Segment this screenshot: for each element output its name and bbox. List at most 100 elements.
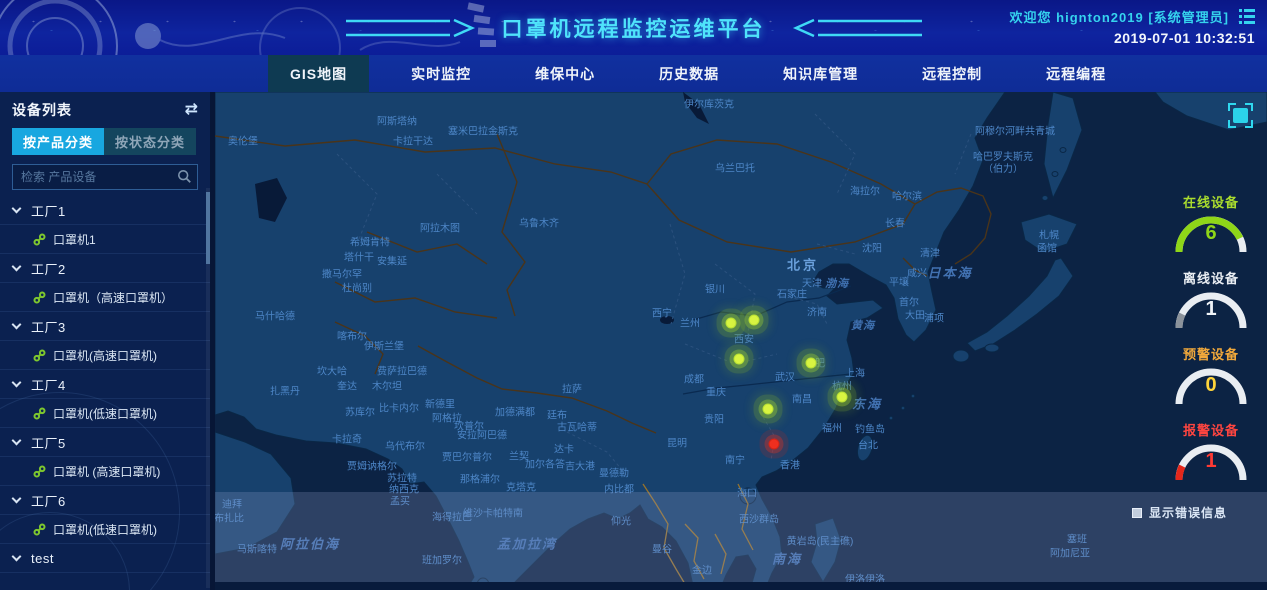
device-link-icon <box>33 523 46 536</box>
gauge-value: 6 <box>1205 222 1217 244</box>
device-marker-online[interactable] <box>806 358 816 368</box>
gauge-panel: 在线设备 6 离线设备 1 预警设备 0 报警设备 1 <box>1169 192 1253 496</box>
sidebar-tabs: 按产品分类 按状态分类 <box>12 128 196 155</box>
gauge-value: 0 <box>1205 374 1217 396</box>
nav-tab-知识库管理[interactable]: 知识库管理 <box>783 65 859 82</box>
fullscreen-button[interactable] <box>1227 102 1254 134</box>
tree-factory-工厂2[interactable]: 工厂2 <box>0 254 210 283</box>
sidebar-map-divider <box>210 92 215 590</box>
device-label: 口罩机(高速口罩机) <box>53 348 157 363</box>
title-wing-right-icon <box>792 18 922 37</box>
nav-tabs: GIS地图 实时监控 维保中心 历史数据 知识库管理 远程控制 远程编程 <box>0 55 1267 92</box>
gauge-离线设备: 离线设备 1 <box>1169 268 1253 330</box>
tree-factory-工厂6[interactable]: 工厂6 <box>0 486 210 515</box>
device-label: 口罩机(低速口罩机) <box>53 522 157 537</box>
search-input[interactable] <box>12 164 198 190</box>
gauge-label: 报警设备 <box>1182 423 1239 438</box>
tree-device-口罩机（高速口罩机）[interactable]: 口罩机（高速口罩机） <box>0 283 210 312</box>
device-link-icon <box>33 349 46 362</box>
tree-factory-工厂4[interactable]: 工厂4 <box>0 370 210 399</box>
error-info-checkbox[interactable] <box>1131 507 1142 518</box>
show-error-info-toggle[interactable]: 显示错误信息 <box>1131 504 1227 521</box>
device-marker-online[interactable] <box>837 392 847 402</box>
device-label: 口罩机（高速口罩机） <box>53 290 174 305</box>
device-link-icon <box>33 465 46 478</box>
device-link-icon <box>33 291 46 304</box>
header: 口罩机远程监控运维平台 欢迎您 hignton2019 [系统管理员] 2019… <box>0 0 1267 55</box>
factory-label: 工厂5 <box>31 435 66 451</box>
sidebar-scrollbar-thumb[interactable] <box>206 192 210 264</box>
tree-factory-test[interactable]: test <box>0 544 210 573</box>
chevron-down-icon[interactable] <box>11 203 22 214</box>
sidebar-tab-按产品分类[interactable]: 按产品分类 <box>12 128 104 155</box>
gauge-预警设备: 预警设备 0 <box>1169 344 1253 406</box>
tree-device-口罩机(低速口罩机)[interactable]: 口罩机(低速口罩机) <box>0 399 210 428</box>
nav-tab-维保中心[interactable]: 维保中心 <box>535 65 596 82</box>
header-user-area: 欢迎您 hignton2019 [系统管理员] 2019-07-01 10:32… <box>1010 7 1255 46</box>
gauge-label: 在线设备 <box>1182 195 1239 210</box>
device-link-icon <box>33 407 46 420</box>
device-label: 口罩机 (高速口罩机) <box>53 464 161 479</box>
gauge-arc <box>1175 216 1247 253</box>
tree-device-口罩机1[interactable]: 口罩机1 <box>0 225 210 254</box>
tree-device-口罩机 (高速口罩机)[interactable]: 口罩机 (高速口罩机) <box>0 457 210 486</box>
map-bottom-particles <box>215 582 1267 590</box>
error-info-label: 显示错误信息 <box>1148 506 1227 520</box>
page-title: 口罩机远程监控运维平台 <box>501 17 766 41</box>
factory-label: 工厂6 <box>31 493 66 509</box>
factory-label: 工厂1 <box>31 203 66 219</box>
tree-factory-工厂5[interactable]: 工厂5 <box>0 428 210 457</box>
gis-map[interactable]: 北京 日本海 渤海 黄海 东海 南海 阿拉伯海 孟加拉湾 奥伦堡 阿斯塔纳 卡拉干达 塞米巴拉金斯克伊… <box>215 92 1267 590</box>
gauge-arc <box>1175 292 1247 329</box>
device-tree: 工厂1 口罩机1 工厂2 口罩机（高速口罩机） 工厂3 口罩机(高速口罩机) 工厂4 口罩机(… <box>0 196 210 573</box>
gauge-value: 1 <box>1205 450 1217 472</box>
factory-label: 工厂2 <box>31 261 66 277</box>
nav-tab-历史数据[interactable]: 历史数据 <box>659 65 720 82</box>
title-bar: 口罩机远程监控运维平台 <box>345 0 922 55</box>
device-label: 口罩机(低速口罩机) <box>53 406 157 421</box>
chevron-down-icon[interactable] <box>11 377 22 388</box>
tree-device-口罩机(低速口罩机)[interactable]: 口罩机(低速口罩机) <box>0 515 210 544</box>
gauge-arc <box>1175 368 1247 405</box>
gauge-在线设备: 在线设备 6 <box>1169 192 1253 254</box>
datetime: 2019-07-01 10:32:51 <box>1113 30 1255 46</box>
tree-factory-工厂1[interactable]: 工厂1 <box>0 196 210 225</box>
chevron-down-icon[interactable] <box>11 551 22 562</box>
gauge-label: 离线设备 <box>1182 271 1239 286</box>
welcome-text: 欢迎您 hignton2019 [系统管理员] <box>1009 10 1229 25</box>
device-marker-online[interactable] <box>763 404 773 414</box>
device-marker-alarm[interactable] <box>769 439 779 449</box>
factory-label: 工厂3 <box>31 319 66 335</box>
factory-label: test <box>31 550 54 566</box>
nav-tab-远程控制[interactable]: 远程控制 <box>922 65 983 82</box>
search-icon[interactable] <box>177 169 192 184</box>
device-link-icon <box>33 233 46 246</box>
title-wing-left-icon <box>345 18 475 37</box>
gauge-label: 预警设备 <box>1182 347 1239 362</box>
factory-label: 工厂4 <box>31 377 66 393</box>
nav-tab-实时监控[interactable]: 实时监控 <box>411 65 472 82</box>
map-geography <box>215 92 1267 590</box>
collapse-swap-icon[interactable]: ⇄ <box>184 101 198 118</box>
sidebar-title: 设备列表 <box>12 102 72 118</box>
sidebar-scrollbar-track <box>206 188 210 588</box>
menu-list-icon[interactable] <box>1239 9 1255 24</box>
gauge-arc <box>1175 444 1247 481</box>
device-label: 口罩机1 <box>53 232 96 247</box>
chevron-down-icon[interactable] <box>11 435 22 446</box>
nav-tab-远程编程[interactable]: 远程编程 <box>1046 65 1107 82</box>
device-marker-online[interactable] <box>726 318 736 328</box>
sidebar-tab-按状态分类[interactable]: 按状态分类 <box>104 128 196 155</box>
chevron-down-icon[interactable] <box>11 319 22 330</box>
device-marker-online[interactable] <box>749 315 759 325</box>
search-box <box>12 164 198 190</box>
device-marker-online[interactable] <box>734 354 744 364</box>
gauge-报警设备: 报警设备 1 <box>1169 420 1253 482</box>
nav-tab-GIS地图[interactable]: GIS地图 <box>268 55 370 92</box>
tree-device-口罩机(高速口罩机)[interactable]: 口罩机(高速口罩机) <box>0 341 210 370</box>
tree-factory-工厂3[interactable]: 工厂3 <box>0 312 210 341</box>
chevron-down-icon[interactable] <box>11 493 22 504</box>
chevron-down-icon[interactable] <box>11 261 22 272</box>
